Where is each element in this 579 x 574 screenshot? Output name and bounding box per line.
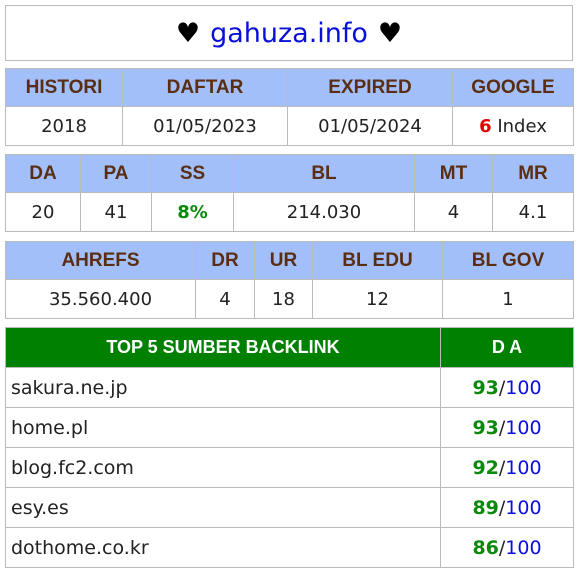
header-bl-edu: BL EDU — [312, 241, 443, 280]
header-bl: BL — [233, 154, 415, 193]
table-row: esy.es 89/100 — [5, 487, 574, 528]
site-name[interactable]: gahuza.info — [210, 17, 368, 49]
backlink-domain[interactable]: esy.es — [5, 487, 441, 528]
google-index-label: Index — [497, 115, 547, 137]
score-sep: / — [498, 456, 506, 479]
table-header-row: TOP 5 SUMBER BACKLINK D A — [5, 327, 574, 368]
header-backlink-source: TOP 5 SUMBER BACKLINK — [5, 327, 441, 368]
score-max: 100 — [505, 376, 542, 399]
table-header-row: AHREFS DR UR BL EDU BL GOV — [5, 241, 574, 280]
heart-left-icon: ♥ — [175, 17, 201, 49]
backlink-score: 89/100 — [440, 487, 574, 528]
header-histori: HISTORI — [5, 68, 123, 107]
score-value: 93 — [472, 376, 499, 399]
table-row: home.pl 93/100 — [5, 407, 574, 448]
table-header-row: HISTORI DAFTAR EXPIRED GOOGLE — [5, 68, 574, 107]
header-dr: DR — [195, 241, 255, 280]
table-row: 35.560.400 4 18 12 1 — [5, 279, 574, 319]
backlink-score: 93/100 — [440, 407, 574, 448]
value-google: 6 Index — [452, 106, 574, 146]
table-row: sakura.ne.jp 93/100 — [5, 367, 574, 408]
table-row: dothome.co.kr 86/100 — [5, 527, 574, 568]
score-sep: / — [498, 416, 506, 439]
value-ahrefs: 35.560.400 — [5, 279, 196, 319]
site-title-box: ♥ gahuza.info ♥ — [5, 5, 573, 61]
heart-right-icon: ♥ — [377, 17, 403, 49]
value-bl-edu: 12 — [312, 279, 443, 319]
backlink-score: 86/100 — [440, 527, 574, 568]
header-ahrefs: AHREFS — [5, 241, 196, 280]
value-bl-gov: 1 — [442, 279, 574, 319]
backlink-domain[interactable]: home.pl — [5, 407, 441, 448]
score-sep: / — [498, 376, 506, 399]
backlink-sources-table: TOP 5 SUMBER BACKLINK D A sakura.ne.jp 9… — [5, 327, 574, 568]
header-mt: MT — [414, 154, 493, 193]
metrics-table: DA PA SS BL MT MR 20 41 8% 214.030 4 4.1 — [5, 154, 574, 232]
score-value: 92 — [472, 456, 499, 479]
backlink-score: 92/100 — [440, 447, 574, 488]
header-expired: EXPIRED — [287, 68, 453, 107]
backlink-domain[interactable]: blog.fc2.com — [5, 447, 441, 488]
value-da: 20 — [5, 192, 81, 232]
google-index-count: 6 — [479, 115, 492, 137]
value-ss: 8% — [151, 192, 234, 232]
header-ur: UR — [254, 241, 313, 280]
value-mr: 4.1 — [492, 192, 574, 232]
header-mr: MR — [492, 154, 574, 193]
table-row: 2018 01/05/2023 01/05/2024 6 Index — [5, 106, 574, 146]
header-da: DA — [5, 154, 81, 193]
header-google: GOOGLE — [452, 68, 574, 107]
value-pa: 41 — [80, 192, 152, 232]
header-da-score: D A — [440, 327, 574, 368]
score-sep: / — [498, 496, 506, 519]
score-max: 100 — [505, 416, 542, 439]
header-bl-gov: BL GOV — [442, 241, 574, 280]
score-max: 100 — [505, 496, 542, 519]
value-dr: 4 — [195, 279, 255, 319]
table-row: blog.fc2.com 92/100 — [5, 447, 574, 488]
score-value: 89 — [472, 496, 499, 519]
backlink-domain[interactable]: dothome.co.kr — [5, 527, 441, 568]
domain-history-table: HISTORI DAFTAR EXPIRED GOOGLE 2018 01/05… — [5, 68, 574, 146]
header-ss: SS — [151, 154, 234, 193]
score-max: 100 — [505, 536, 542, 559]
value-daftar: 01/05/2023 — [122, 106, 288, 146]
score-sep: / — [498, 536, 506, 559]
value-expired: 01/05/2024 — [287, 106, 453, 146]
table-row: 20 41 8% 214.030 4 4.1 — [5, 192, 574, 232]
score-max: 100 — [505, 456, 542, 479]
score-value: 93 — [472, 416, 499, 439]
value-ur: 18 — [254, 279, 313, 319]
ahrefs-table: AHREFS DR UR BL EDU BL GOV 35.560.400 4 … — [5, 241, 574, 319]
header-daftar: DAFTAR — [122, 68, 288, 107]
header-pa: PA — [80, 154, 152, 193]
backlink-domain[interactable]: sakura.ne.jp — [5, 367, 441, 408]
score-value: 86 — [472, 536, 499, 559]
value-mt: 4 — [414, 192, 493, 232]
table-header-row: DA PA SS BL MT MR — [5, 154, 574, 193]
backlink-score: 93/100 — [440, 367, 574, 408]
value-histori: 2018 — [5, 106, 123, 146]
value-bl: 214.030 — [233, 192, 415, 232]
